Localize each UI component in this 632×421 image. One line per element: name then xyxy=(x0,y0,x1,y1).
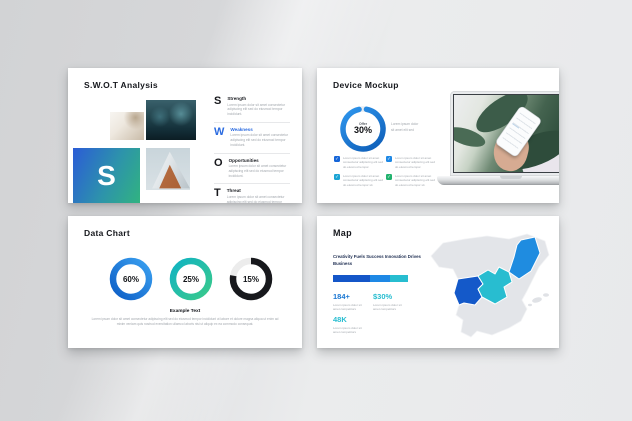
balearic-island xyxy=(532,297,542,303)
checklist-item: ✓ Lorem ipsum dolor sit amet consectetur… xyxy=(386,156,438,169)
gradient-letter-tile: S xyxy=(73,148,140,203)
spain-map xyxy=(430,233,550,338)
slide-title: Map xyxy=(333,228,352,238)
bar-segment xyxy=(369,275,390,282)
swot-label: Threat xyxy=(226,188,241,194)
slide-thumbnail-map[interactable]: Map Creativity Fuels Success Innovation … xyxy=(317,216,559,348)
map-region-castilla-la-mancha[interactable] xyxy=(477,266,513,305)
stat-value: 184+ xyxy=(333,292,350,301)
checkbox-icon[interactable]: ✓ xyxy=(386,174,392,181)
swot-item-opportunities: O Opportunities Lorem ipsum dolor sit am… xyxy=(214,154,290,185)
checkbox-icon[interactable]: ✓ xyxy=(386,156,392,162)
swot-desc: Lorem ipsum dolor sit amet consectetur a… xyxy=(228,164,287,178)
swot-desc: Lorem ipsum dolor sit amet consectetur a… xyxy=(230,133,289,147)
feature-checklist: ✓ Lorem ipsum dolor sit amet consectetur… xyxy=(334,156,438,187)
donut-ring xyxy=(340,106,386,152)
donut-ring xyxy=(229,257,273,301)
offer-donut-chart: Offer 30% xyxy=(338,104,388,154)
balearic-island xyxy=(528,303,532,307)
checklist-text: Lorem ipsum dolor sit amet consectetur a… xyxy=(343,174,384,187)
meeting-photo xyxy=(146,100,196,140)
caption-title: Example Text xyxy=(169,309,201,314)
laptop-mockup-screen xyxy=(450,91,559,176)
donut-value: 15% xyxy=(242,274,259,284)
checkbox-icon[interactable]: ✓ xyxy=(334,174,340,181)
donut-value: 25% xyxy=(182,274,199,284)
swot-item-strength: S Strength Lorem ipsum dolor sit amet co… xyxy=(214,92,290,123)
swot-list: S Strength Lorem ipsum dolor sit amet co… xyxy=(214,92,290,203)
checklist-item: ✓ Lorem ipsum dolor sit amet consectetur… xyxy=(334,156,386,169)
checklist-text: Lorem ipsum dolor sit amet consectetur a… xyxy=(395,174,436,187)
stat-block: 184+ Lorem ipsum dolor sit amet competit… xyxy=(333,292,367,312)
donut-side-note: Lorem ipsum dolor sit amet elit sed xyxy=(391,122,418,133)
slide-thumbnail-swot[interactable]: S.W.O.T Analysis S S Strength Lorem ipsu… xyxy=(68,68,302,203)
stat-desc: Lorem ipsum dolor sit amet competitors xyxy=(333,303,362,312)
donut-chart-25: 25% xyxy=(168,256,214,302)
slide-thumbnail-data-chart[interactable]: Data Chart 60% 25% 15% Exa xyxy=(68,216,302,348)
stat-desc: Lorem ipsum dolor sit amet competitors xyxy=(333,326,362,335)
swot-letter: O xyxy=(214,156,223,169)
bar-segment xyxy=(390,275,408,282)
segmented-progress-bar xyxy=(333,275,408,282)
donut-ring xyxy=(169,257,213,301)
balearic-island xyxy=(543,293,549,297)
swot-letter: W xyxy=(214,125,225,138)
bar-segment xyxy=(333,275,370,282)
swot-label: Strength xyxy=(227,96,247,101)
swot-letter: T xyxy=(214,187,221,200)
map-heading: Creativity Fuels Success Innovation Driv… xyxy=(333,254,421,266)
swot-desc: Lorem ipsum dolor sit amet consectetur a… xyxy=(227,102,286,117)
office-photo xyxy=(110,112,144,140)
checklist-item: ✓ Lorem ipsum dolor sit amet consectetur… xyxy=(386,174,438,187)
note-line: Lorem ipsum dolor xyxy=(391,122,419,126)
stat-block: $30% Lorem ipsum dolor sit amet competit… xyxy=(373,292,407,312)
donut-chart-60: 60% xyxy=(108,256,154,302)
checklist-text: Lorem ipsum dolor sit amet consectetur a… xyxy=(343,156,384,169)
laptop-notch xyxy=(500,176,522,179)
note-line: sit amet elit sed xyxy=(391,127,414,132)
stat-value: 48K xyxy=(333,315,347,324)
swot-label: Weakness xyxy=(230,126,253,132)
building-photo xyxy=(146,148,190,190)
donut-ring xyxy=(109,257,153,301)
slide-thumbnail-device-mockup[interactable]: Device Mockup Offer 30% Lorem ipsum dolo… xyxy=(317,68,559,203)
stat-desc: Lorem ipsum dolor sit amet competitors xyxy=(373,303,402,312)
offer-label: Offer xyxy=(358,122,368,127)
slide-title: S.W.O.T Analysis xyxy=(84,80,158,90)
slide-title: Device Mockup xyxy=(333,80,399,90)
donut-value: 60% xyxy=(122,274,139,284)
swot-desc: Lorem ipsum dolor sit amet consectetur a… xyxy=(226,194,285,203)
offer-value: 30% xyxy=(353,125,372,136)
swot-item-threat: T Threat Lorem ipsum dolor sit amet cons… xyxy=(214,184,290,203)
checklist-text: Lorem ipsum dolor sit amet consectetur a… xyxy=(395,156,436,169)
slide-title: Data Chart xyxy=(84,228,130,238)
swot-label: Opportunities xyxy=(228,157,259,163)
swot-item-weakness: W Weakness Lorem ipsum dolor sit amet co… xyxy=(214,123,290,154)
checklist-item: ✓ Lorem ipsum dolor sit amet consectetur… xyxy=(334,174,386,187)
map-region-aragon[interactable] xyxy=(508,236,541,280)
caption-body: Lorem ipsum dolor sit amet consectetur a… xyxy=(91,317,279,326)
laptop-mockup-base xyxy=(437,176,559,185)
donut-center-label: Offer 30% xyxy=(338,104,388,154)
stat-value: $30% xyxy=(373,292,393,301)
tile-letter: S xyxy=(97,159,116,191)
swot-letter: S xyxy=(214,95,222,107)
donut-chart-15: 15% xyxy=(228,256,274,302)
stat-block: 48K Lorem ipsum dolor sit amet competito… xyxy=(333,315,367,335)
laptop-screen-photo xyxy=(453,94,559,173)
checkbox-icon[interactable]: ✓ xyxy=(334,156,340,162)
